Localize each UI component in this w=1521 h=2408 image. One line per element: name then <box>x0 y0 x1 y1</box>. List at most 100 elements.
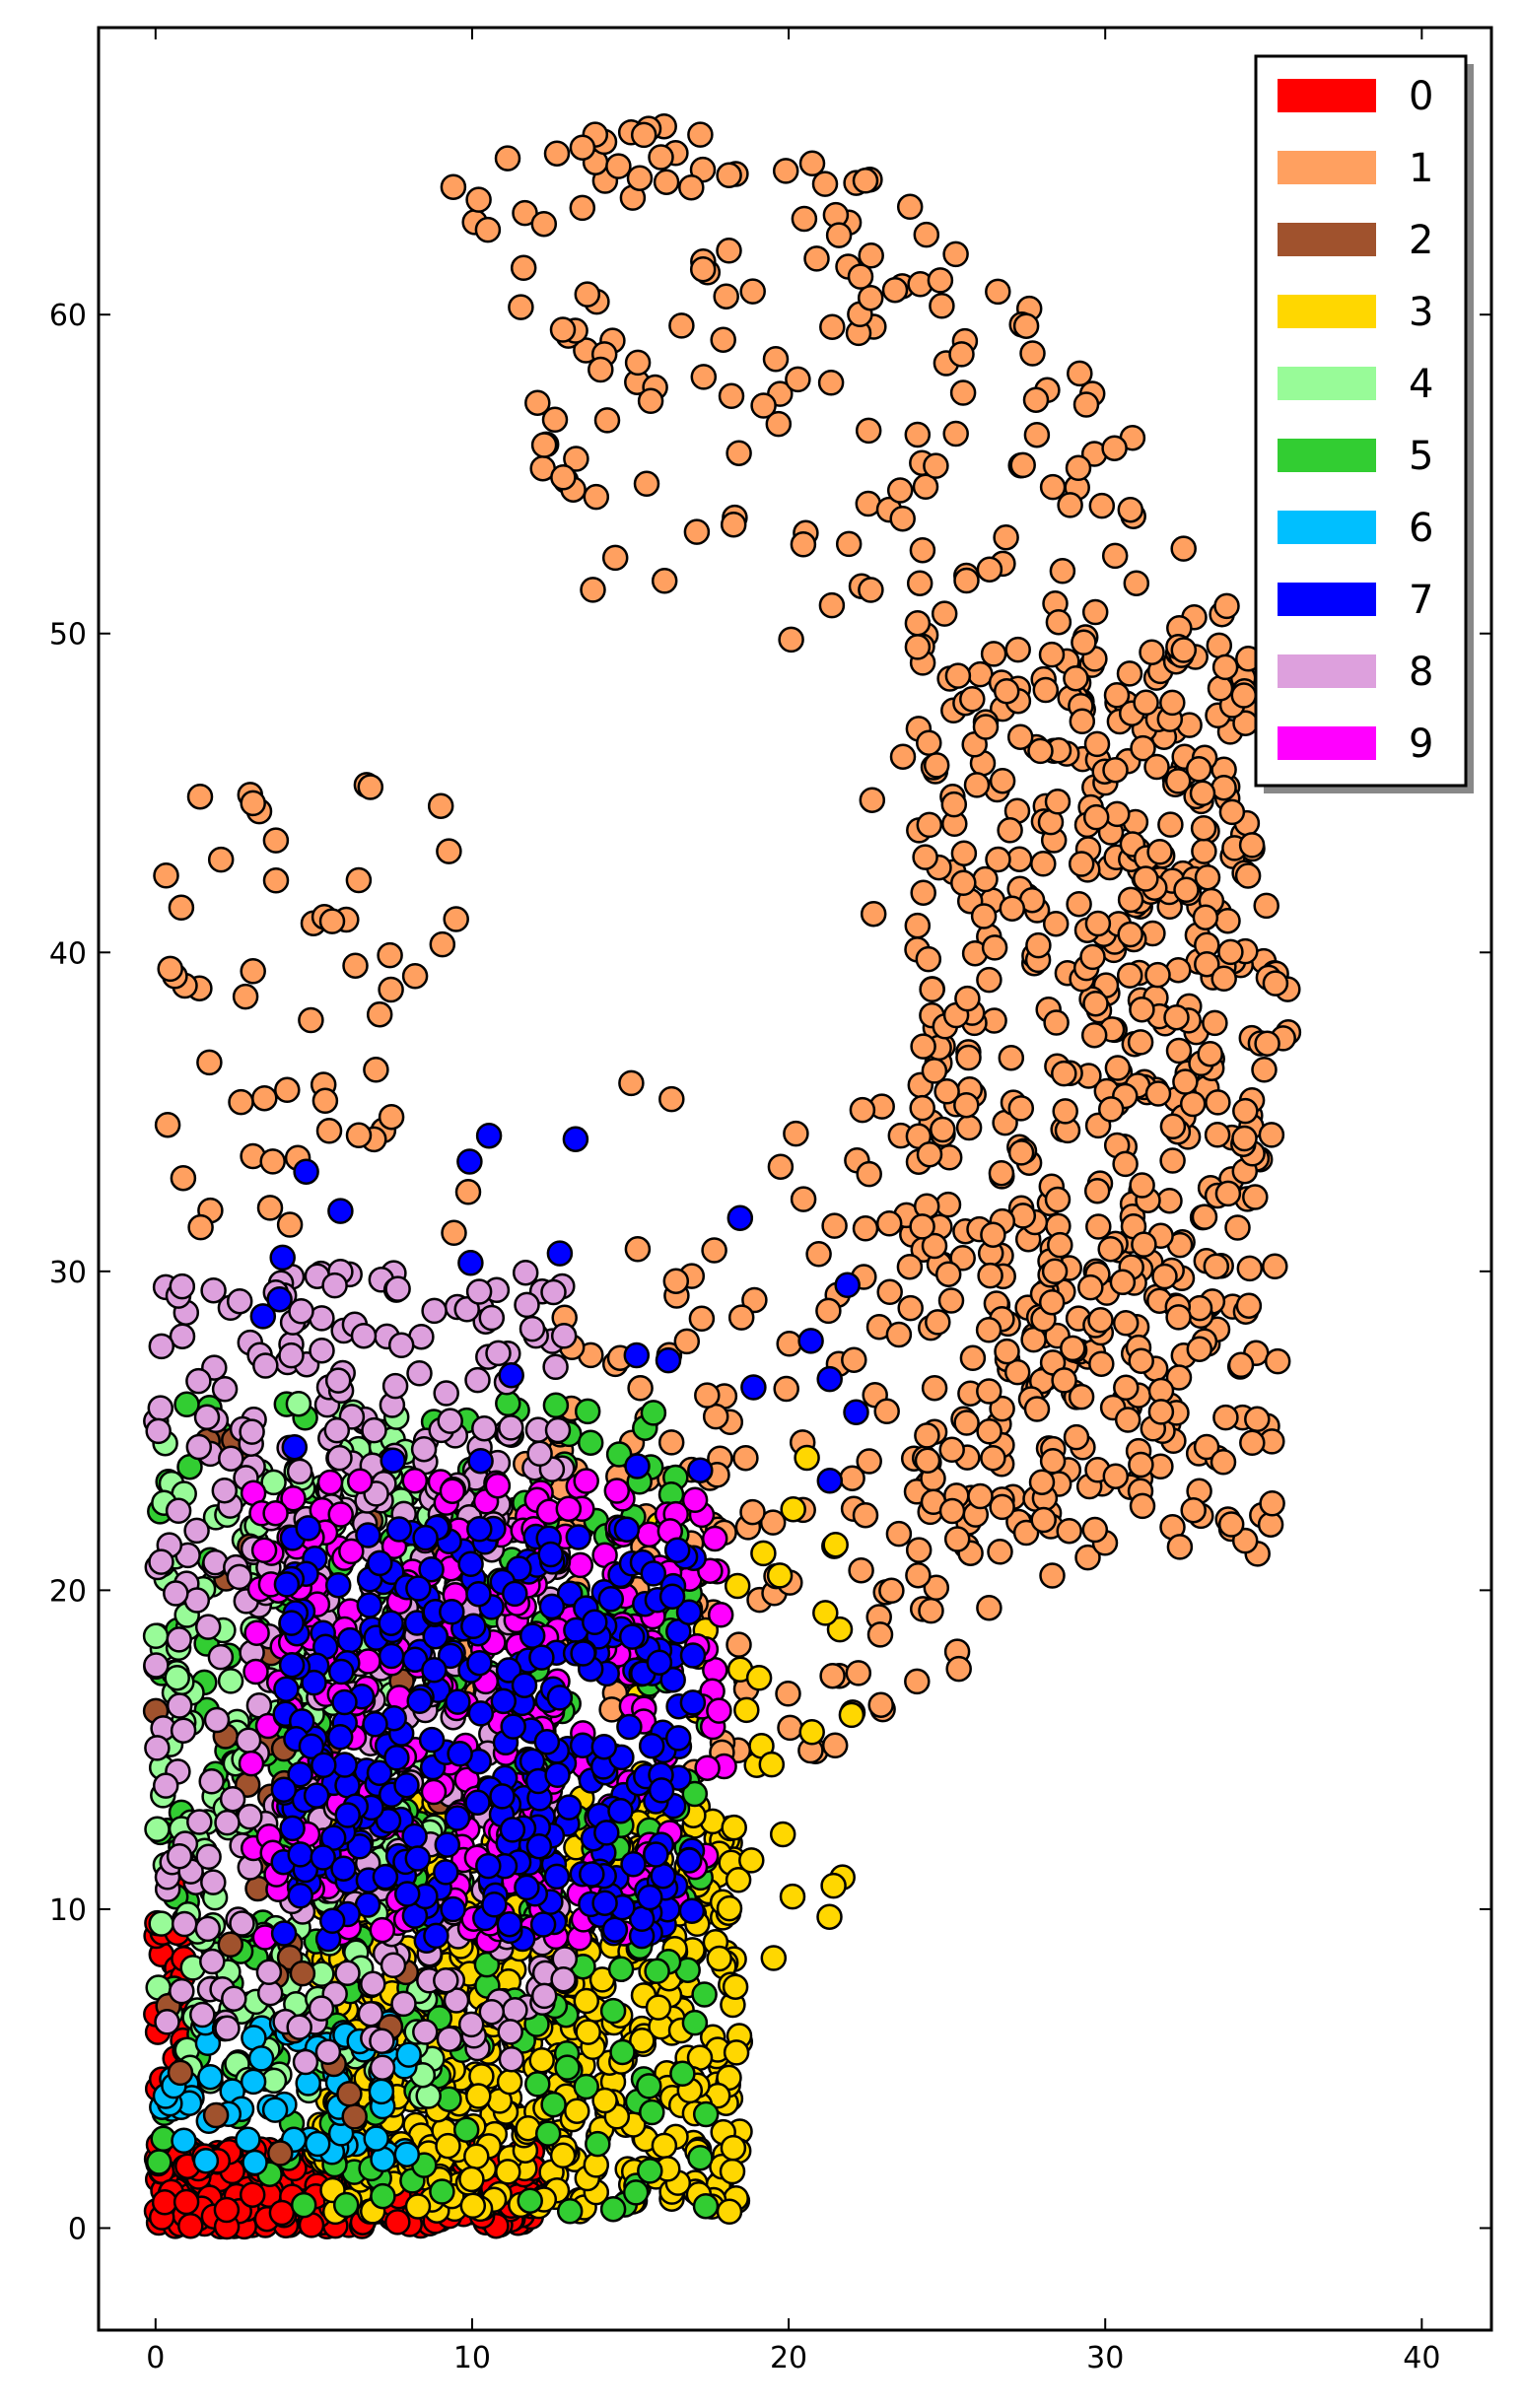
data-point-class-1 <box>1079 943 1106 971</box>
data-point-class-9 <box>603 1478 631 1504</box>
data-point-class-1 <box>1103 682 1131 709</box>
data-point-class-1 <box>232 983 259 1010</box>
data-point-class-1 <box>998 1044 1025 1071</box>
data-point-class-7 <box>636 1884 663 1911</box>
data-point-class-1 <box>1117 886 1144 914</box>
data-point-class-9 <box>567 1551 594 1579</box>
data-point-class-1 <box>909 1213 935 1240</box>
data-point-class-5 <box>609 2038 636 2066</box>
data-point-class-8 <box>203 1706 231 1734</box>
data-point-class-1 <box>429 930 456 958</box>
data-point-class-1 <box>1082 990 1109 1017</box>
data-point-class-9 <box>573 1468 599 1494</box>
data-point-class-8 <box>323 1416 351 1444</box>
data-point-class-8 <box>544 1416 572 1444</box>
data-point-class-1 <box>569 194 596 222</box>
data-point-class-1 <box>821 1212 848 1239</box>
data-point-class-1 <box>1143 753 1170 781</box>
data-point-class-1 <box>1254 1030 1280 1057</box>
data-point-class-1 <box>377 941 403 969</box>
data-point-class-3 <box>495 2159 521 2185</box>
data-point-class-3 <box>722 1973 749 2000</box>
data-point-class-1 <box>1081 1516 1109 1544</box>
data-point-class-1 <box>259 1148 286 1175</box>
data-point-class-7 <box>544 1761 571 1789</box>
data-point-class-1 <box>187 1213 214 1241</box>
data-point-class-8 <box>369 2028 395 2054</box>
data-point-class-8 <box>194 1915 222 1943</box>
legend-swatch-0 <box>1278 79 1376 112</box>
data-point-class-1 <box>653 169 680 195</box>
data-point-class-1 <box>726 440 752 466</box>
data-point-class-1 <box>1214 907 1241 934</box>
data-point-class-1 <box>987 1539 1013 1565</box>
data-point-class-1 <box>1165 1037 1193 1065</box>
data-point-class-0 <box>177 2212 204 2239</box>
data-point-class-1 <box>950 840 978 866</box>
data-point-class-1 <box>776 1331 802 1357</box>
data-point-class-1 <box>835 530 863 558</box>
data-point-class-7 <box>418 1726 446 1754</box>
data-point-class-1 <box>673 1328 701 1355</box>
data-point-class-1 <box>1133 865 1159 892</box>
data-point-class-1 <box>933 1078 960 1105</box>
data-point-class-5 <box>452 2116 480 2143</box>
data-point-class-1 <box>593 407 621 434</box>
data-point-class-7 <box>281 1433 309 1461</box>
data-point-class-7 <box>460 1613 487 1640</box>
data-point-class-3 <box>826 1616 854 1643</box>
data-point-class-1 <box>1191 1204 1218 1230</box>
data-point-class-1 <box>860 900 887 928</box>
data-point-class-1 <box>773 1375 799 1403</box>
data-point-class-7 <box>528 1644 555 1671</box>
data-point-class-9 <box>694 1754 721 1781</box>
data-point-class-1 <box>154 1111 181 1138</box>
data-point-class-1 <box>848 1556 874 1584</box>
data-point-class-7 <box>334 1802 361 1828</box>
legend-swatch-4 <box>1278 367 1376 400</box>
data-point-class-1 <box>1027 737 1054 765</box>
data-point-class-1 <box>276 1211 304 1238</box>
data-point-class-3 <box>496 2068 523 2096</box>
data-point-class-1 <box>710 326 736 353</box>
data-point-class-1 <box>1203 1253 1230 1279</box>
data-point-class-1 <box>168 894 195 922</box>
data-point-class-1 <box>1166 1534 1194 1560</box>
data-point-class-1 <box>767 1153 795 1180</box>
data-point-class-1 <box>251 1084 278 1112</box>
data-point-class-3 <box>459 2192 487 2220</box>
data-point-class-1 <box>1025 931 1052 959</box>
data-point-class-1 <box>1007 1095 1035 1122</box>
points-layer <box>142 112 1302 2240</box>
legend-label-2: 2 <box>1409 218 1433 263</box>
data-point-class-9 <box>369 1916 396 1944</box>
data-point-class-4 <box>260 1469 287 1496</box>
data-point-class-1 <box>651 568 678 594</box>
data-point-class-1 <box>1109 1269 1137 1296</box>
data-point-class-8 <box>542 1353 569 1381</box>
data-point-class-1 <box>668 312 695 339</box>
data-point-class-8 <box>288 1298 314 1325</box>
data-point-class-1 <box>925 1309 951 1336</box>
data-point-class-1 <box>228 1088 254 1116</box>
data-point-class-1 <box>912 473 939 501</box>
data-point-class-1 <box>886 477 914 504</box>
data-point-class-1 <box>1159 1113 1187 1140</box>
data-point-class-1 <box>976 556 1003 583</box>
data-point-class-3 <box>706 1945 732 1972</box>
data-point-class-1 <box>889 743 917 770</box>
data-point-class-1 <box>1007 1139 1035 1166</box>
data-point-class-9 <box>706 1697 732 1724</box>
data-point-class-1 <box>1264 1347 1291 1375</box>
data-point-class-5 <box>640 1400 667 1426</box>
data-point-class-7 <box>591 1890 618 1916</box>
data-point-class-8 <box>170 1717 197 1744</box>
data-point-class-7 <box>555 1794 583 1821</box>
data-point-class-1 <box>454 1179 482 1205</box>
data-point-class-1 <box>1051 1060 1077 1087</box>
data-point-class-1 <box>624 1236 652 1263</box>
data-point-class-8 <box>321 1272 348 1299</box>
data-point-class-1 <box>1042 910 1070 937</box>
data-point-class-1 <box>436 838 462 864</box>
data-point-class-1 <box>1045 608 1072 636</box>
